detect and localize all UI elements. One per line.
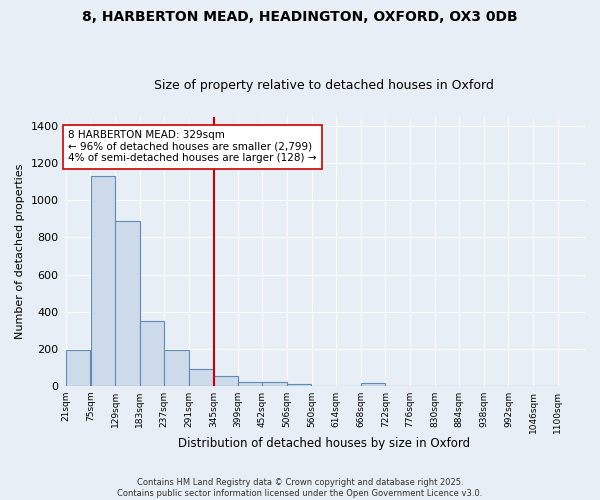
Bar: [91, 176, 115, 386]
Bar: [115, 220, 140, 386]
Bar: [164, 350, 189, 386]
X-axis label: Distribution of detached houses by size in Oxford: Distribution of detached houses by size …: [178, 437, 470, 450]
Bar: [287, 384, 311, 386]
Title: Size of property relative to detached houses in Oxford: Size of property relative to detached ho…: [154, 79, 494, 92]
Bar: [214, 376, 238, 386]
Bar: [140, 321, 164, 386]
Y-axis label: Number of detached properties: Number of detached properties: [15, 164, 25, 339]
Bar: [189, 369, 214, 386]
Bar: [361, 383, 385, 386]
Text: 8 HARBERTON MEAD: 329sqm
← 96% of detached houses are smaller (2,799)
4% of semi: 8 HARBERTON MEAD: 329sqm ← 96% of detach…: [68, 130, 317, 164]
Text: Contains HM Land Registry data © Crown copyright and database right 2025.
Contai: Contains HM Land Registry data © Crown c…: [118, 478, 482, 498]
Bar: [262, 382, 287, 386]
Bar: [66, 350, 91, 386]
Bar: [238, 382, 263, 386]
Text: 8, HARBERTON MEAD, HEADINGTON, OXFORD, OX3 0DB: 8, HARBERTON MEAD, HEADINGTON, OXFORD, O…: [82, 10, 518, 24]
